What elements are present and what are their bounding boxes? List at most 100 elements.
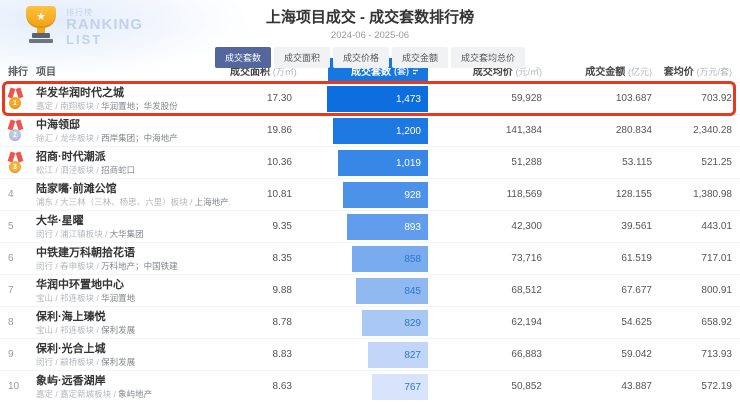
project-location: 闵行 / 浦江镇板块 / [36,229,110,239]
avg-price-value: 141,384 [505,125,542,136]
amount-value: 53.115 [622,157,652,168]
per-unit-price-value: 717.01 [701,253,732,264]
avg-price-value: 42,300 [511,221,542,232]
units-bar: 845 [356,278,428,304]
table-row[interactable]: 1 华发华润时代之城 嘉定 / 南翔板块 / 华润置地；华发股份 17.30 1,473… [0,82,740,114]
area-value: 19.86 [266,125,292,136]
project-subtitle: 嘉定 / 南翔板块 / 华润置地；华发股份 [36,101,230,112]
units-bar: 928 [343,182,428,208]
units-bar-cell: 767 [300,371,428,402]
project-name[interactable]: 陆家嘴·前滩公馆 [36,183,117,195]
metric-tabs: 成交套数 成交面积 成交价格 成交金额 成交套均总价 [0,47,740,68]
project-location: 嘉定 / 南翔板块 / [36,101,102,111]
table-row[interactable]: 8 保利·海上瑧悦 宝山 / 祁连板块 / 保利发展 8.78 829 62,194 54.… [0,306,740,338]
project-developer: 华润置地 [101,293,136,303]
project-name[interactable]: 象屿·远香湖岸 [36,375,106,387]
project-name[interactable]: 保利·海上瑧悦 [36,311,106,323]
project-cell[interactable]: 华润中环置地中心 宝山 / 祁连板块 / 华润置地 [30,275,230,306]
project-developer: 保利发展 [101,325,136,335]
units-value: 928 [404,189,421,201]
tab-1[interactable]: 成交面积 [273,47,330,68]
units-bar: 858 [352,246,428,272]
per-unit-price-value: 800.91 [701,285,732,296]
logo-line-cn: 排行榜 [66,8,93,17]
table-row[interactable]: 5 大华·星曜 闵行 / 浦江镇板块 / 大华集团 9.35 893 42,300 39.5… [0,210,740,242]
col-per-unit-price[interactable]: 套均价 (万元/套) [663,66,732,78]
table-row[interactable]: 7 华润中环置地中心 宝山 / 祁连板块 / 华润置地 9.88 845 68,512 67… [0,274,740,306]
project-location: 闵行 / 颛桥板块 / [36,357,102,367]
star-icon: ★ [36,10,46,23]
tab-0[interactable]: 成交套数 [214,47,271,68]
amount-value: 103.687 [615,93,652,104]
table-row[interactable]: 9 保利·光合上城 闵行 / 颛桥板块 / 保利发展 8.83 827 66,883 59.… [0,338,740,370]
project-cell[interactable]: 象屿·远香湖岸嘉定 / 嘉定新城板块 / 象屿地产 [30,371,230,402]
amount-value: 39.561 [621,221,652,232]
area-value: 10.81 [266,189,292,200]
rank-number: 5 [8,221,14,232]
project-cell[interactable]: 中海领邸 徐汇 / 龙华板块 / 西岸集团；中海地产 [30,115,230,146]
units-bar-cell: 1,019 [300,147,428,178]
units-bar: 1,473 [327,86,428,112]
project-name[interactable]: 大华·星曜 [36,215,84,227]
amount-value: 54.625 [621,317,652,328]
units-bar-cell: 1,200 [300,115,428,146]
project-name[interactable]: 中铁建万科朝拾花语 [36,247,135,259]
project-location: 闵行 / 春申板块 / [36,261,102,271]
units-value: 1,200 [395,125,421,137]
project-name[interactable]: 中海领邸 [36,119,80,131]
units-bar-cell: 845 [300,275,428,306]
table-row[interactable]: 2 中海领邸 徐汇 / 龙华板块 / 西岸集团；中海地产 19.86 1,200 141,… [0,114,740,146]
project-developer: 保利发展 [101,357,136,367]
project-name[interactable]: 保利·光合上城 [36,343,106,355]
units-value: 1,019 [395,157,421,169]
date-range: 2024-06 - 2025-06 [330,30,410,41]
area-value: 8.78 [272,317,292,328]
silver-medal-icon: 2 [7,119,24,141]
table-body: 1 华发华润时代之城 嘉定 / 南翔板块 / 华润置地；华发股份 17.30 1,473… [0,82,740,402]
project-cell[interactable]: 中铁建万科朝拾花语 闵行 / 春申板块 / 万科地产；中国铁建 [30,243,230,274]
tab-3[interactable]: 成交金额 [392,47,449,68]
project-location: 松江 / 泗泾板块 / [36,165,102,175]
units-bar: 767 [372,374,428,400]
project-cell[interactable]: 保利·海上瑧悦 宝山 / 祁连板块 / 保利发展 [30,307,230,338]
col-area[interactable]: 成交面积 (万㎡) [230,66,297,78]
per-unit-price-value: 443.01 [701,221,732,232]
bronze-medal-icon: 3 [7,151,24,173]
project-cell[interactable]: 招商·时代潮派 松江 / 泗泾板块 / 招商蛇口 [30,147,230,178]
rank-number: 7 [8,285,14,296]
units-value: 827 [404,349,421,361]
project-name[interactable]: 华发华润时代之城 [36,87,124,99]
project-developer: 上海地产... [194,197,230,207]
rank-cell: 3 [0,147,30,178]
per-unit-price-value: 703.92 [701,93,732,104]
col-amount[interactable]: 成交金额 (亿元) [585,66,652,78]
per-unit-price-value: 713.93 [701,349,732,360]
project-location: 嘉定 / 嘉定新城板块 / [36,389,119,399]
project-cell[interactable]: 保利·光合上城 闵行 / 颛桥板块 / 保利发展 [30,339,230,370]
project-cell[interactable]: 陆家嘴·前滩公馆浦东 / 大三林（三林、杨思、六里）板块 / 上海地产... [30,179,230,210]
rank-cell: 9 [0,339,30,370]
project-developer: 万科地产；中国铁建 [101,261,178,271]
project-cell[interactable]: 大华·星曜闵行 / 浦江镇板块 / 大华集团 [30,211,230,242]
project-location: 浦东 / 大三林（三林、杨思、六里）板块 / [36,197,195,207]
units-bar-cell: 858 [300,243,428,274]
project-name[interactable]: 华润中环置地中心 [36,279,124,291]
project-cell[interactable]: 华发华润时代之城嘉定 / 南翔板块 / 华润置地；华发股份 [30,83,230,114]
table-row[interactable]: 3 招商·时代潮派 松江 / 泗泾板块 / 招商蛇口 10.36 1,019 51,288… [0,146,740,178]
project-name[interactable]: 招商·时代潮派 [36,151,106,163]
ranking-logo: ★ 排行榜 RANKING LIST [24,6,143,50]
rank-number: 10 [8,381,20,392]
tab-2[interactable]: 成交价格 [332,47,389,68]
project-developer: 大华集团 [109,229,144,239]
avg-price-value: 73,716 [511,253,542,264]
rank-cell: 2 [0,115,30,146]
area-value: 10.36 [266,157,292,168]
table-row[interactable]: 10 象屿·远香湖岸 嘉定 / 嘉定新城板块 / 象屿地产 8.63 767 50,852… [0,370,740,402]
tab-4[interactable]: 成交套均总价 [451,47,526,68]
col-avg-price[interactable]: 成交均价 (元/㎡) [472,66,542,78]
table-row[interactable]: 6 中铁建万科朝拾花语 闵行 / 春申板块 / 万科地产；中国铁建 8.35 858 73… [0,242,740,274]
project-subtitle: 嘉定 / 嘉定新城板块 / 象屿地产 [36,389,230,400]
rank-cell: 6 [0,243,30,274]
